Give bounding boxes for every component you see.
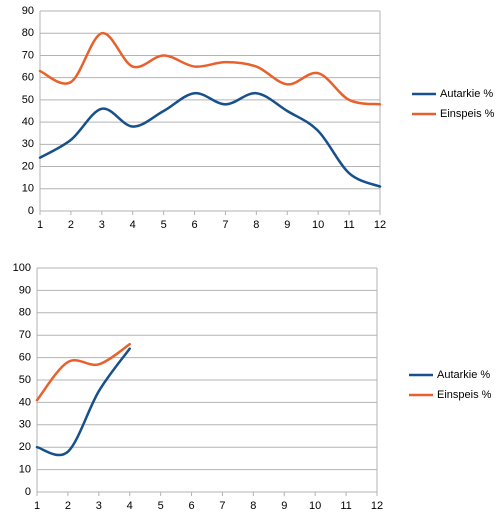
- x-tick-label: 10: [309, 500, 321, 512]
- y-tick-label: 70: [19, 329, 31, 341]
- y-tick-label: 40: [22, 116, 34, 128]
- x-tick-label: 2: [68, 219, 74, 231]
- x-tick-label: 3: [96, 500, 102, 512]
- y-tick-label: 30: [22, 138, 34, 150]
- x-tick-label: 9: [284, 219, 290, 231]
- x-tick-label: 6: [191, 219, 197, 231]
- x-tick-label: 3: [99, 219, 105, 231]
- x-tick-label: 5: [161, 219, 167, 231]
- legend-label: Einspeis %: [440, 108, 495, 120]
- y-tick-label: 0: [28, 205, 34, 217]
- x-tick-label: 9: [281, 500, 287, 512]
- line-series: [38, 91, 382, 188]
- y-tick-label: 60: [22, 72, 34, 84]
- x-tick-label: 4: [130, 219, 136, 231]
- x-tick-label: 11: [343, 219, 354, 231]
- x-tick-label: 7: [222, 219, 228, 231]
- legend-label: Autarkie %: [440, 88, 493, 100]
- x-tick-label: 2: [65, 500, 71, 512]
- x-tick-label: 12: [374, 219, 386, 231]
- y-tick-label: 80: [22, 27, 34, 39]
- y-tick-label: 20: [19, 441, 31, 453]
- x-tick-label: 1: [34, 500, 40, 512]
- x-tick-label: 10: [312, 219, 324, 231]
- y-tick-label: 90: [19, 284, 31, 296]
- x-tick-label: 7: [219, 500, 225, 512]
- y-tick-label: 40: [19, 396, 31, 408]
- y-tick-label: 80: [19, 307, 31, 319]
- x-tick-label: 4: [127, 500, 133, 512]
- y-tick-label: 30: [19, 419, 31, 431]
- y-tick-label: 20: [22, 160, 34, 172]
- x-tick-label: 6: [188, 500, 194, 512]
- y-tick-label: 90: [22, 5, 34, 17]
- x-tick-label: 8: [253, 219, 259, 231]
- y-tick-label: 10: [22, 183, 34, 195]
- line-series: [38, 31, 382, 106]
- line-series: [35, 347, 131, 457]
- y-tick-label: 0: [25, 486, 31, 498]
- line-series: [35, 342, 131, 402]
- legend-label: Autarkie %: [437, 369, 490, 381]
- y-tick-label: 70: [22, 49, 34, 61]
- x-tick-label: 12: [371, 500, 383, 512]
- x-tick-label: 8: [250, 500, 256, 512]
- y-tick-label: 60: [19, 352, 31, 364]
- x-tick-label: 11: [340, 500, 351, 512]
- y-tick-label: 100: [13, 262, 31, 274]
- legend-label: Einspeis %: [437, 389, 492, 401]
- x-tick-label: 5: [158, 500, 164, 512]
- y-tick-label: 50: [19, 374, 31, 386]
- x-tick-label: 1: [37, 219, 43, 231]
- y-tick-label: 10: [19, 464, 31, 476]
- y-tick-label: 50: [22, 94, 34, 106]
